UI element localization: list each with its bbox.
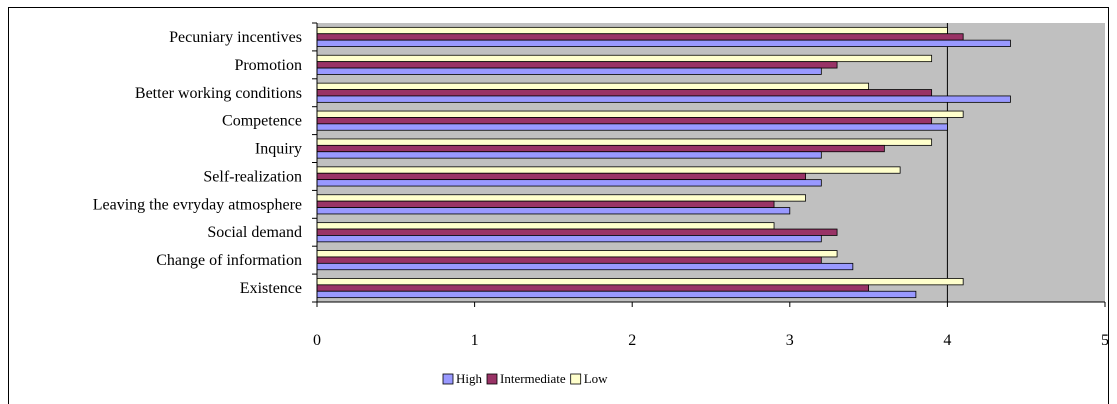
x-tick-label-3: 3	[786, 332, 794, 349]
legend-swatch-low	[570, 373, 582, 385]
bar-high-5	[316, 179, 822, 187]
bar-low-5	[316, 166, 901, 174]
bar-high-7	[316, 235, 822, 243]
bar-intermediate-0	[316, 33, 964, 41]
category-label-3: Competence	[222, 113, 302, 130]
bar-high-0	[316, 39, 1011, 47]
bars	[316, 26, 1011, 299]
bar-low-7	[316, 222, 775, 230]
category-label-1: Promotion	[234, 57, 302, 74]
bar-high-9	[316, 290, 917, 299]
bar-intermediate-2	[316, 89, 933, 97]
legend: High Intermediate Low	[442, 371, 608, 386]
category-label-7: Social demand	[207, 224, 302, 241]
category-label-2: Better working conditions	[135, 85, 302, 102]
bar-low-3	[316, 110, 964, 118]
bar-low-0	[316, 26, 948, 35]
bar-low-8	[316, 250, 838, 258]
x-tick-label-5: 5	[1101, 332, 1109, 349]
bar-low-6	[316, 194, 806, 202]
bar-high-3	[316, 123, 948, 131]
bar-low-2	[316, 82, 869, 90]
x-tick-label-4: 4	[943, 332, 951, 349]
bar-high-2	[316, 95, 1011, 103]
bar-high-8	[316, 262, 854, 271]
bar-intermediate-1	[316, 61, 838, 69]
category-label-0: Pecuniary incentives	[169, 29, 302, 46]
legend-swatch-high	[442, 373, 454, 385]
legend-label-high: High	[456, 371, 483, 386]
legend-swatch-intermediate	[486, 373, 498, 385]
bar-intermediate-5	[316, 172, 806, 181]
category-label-6: Leaving the evryday atmosphere	[93, 196, 302, 213]
bar-intermediate-8	[316, 256, 822, 264]
bar-intermediate-4	[316, 144, 885, 153]
axes	[312, 22, 1106, 307]
bar-intermediate-6	[316, 200, 775, 208]
bar-intermediate-3	[316, 117, 933, 125]
category-label-8: Change of information	[156, 252, 302, 269]
bar-intermediate-9	[316, 284, 869, 292]
chart-frame	[8, 7, 1109, 404]
category-label-5: Self-realization	[203, 168, 302, 185]
bar-low-4	[316, 138, 933, 146]
x-tick-label-0: 0	[313, 332, 321, 349]
bar-high-1	[316, 67, 822, 75]
category-label-9: Existence	[240, 280, 302, 297]
bar-high-4	[316, 151, 822, 159]
x-tick-label-2: 2	[628, 332, 636, 349]
category-labels: Pecuniary incentives Promotion Better work…	[93, 29, 302, 297]
x-tick-labels: 0 1 2 3 4 5	[313, 332, 1109, 349]
bar-high-6	[316, 207, 791, 215]
category-label-4: Inquiry	[255, 141, 302, 158]
bar-intermediate-7	[316, 228, 838, 236]
bar-low-9	[316, 278, 964, 286]
legend-label-low: Low	[584, 371, 608, 386]
bar-low-1	[316, 54, 933, 63]
legend-label-intermediate: Intermediate	[500, 371, 566, 386]
x-tick-label-1: 1	[471, 332, 479, 349]
